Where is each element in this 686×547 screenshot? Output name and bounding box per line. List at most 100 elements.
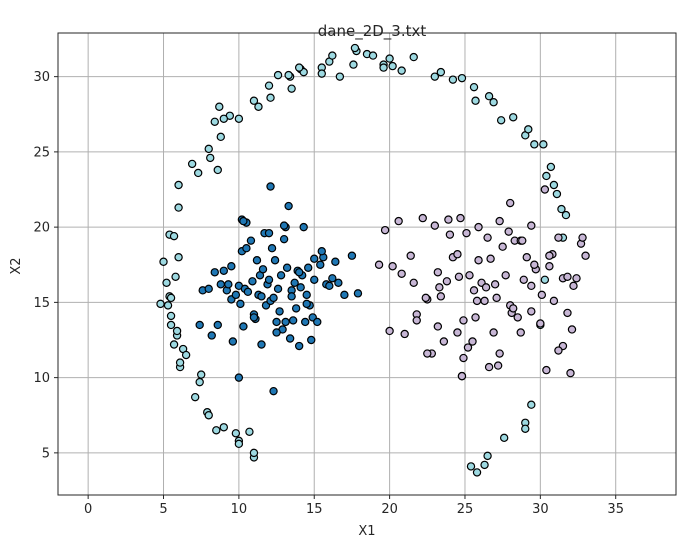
data-point — [563, 272, 572, 281]
data-point — [288, 316, 298, 325]
x-axis-ticks: 0 5 10 15 20 25 30 35 — [84, 495, 624, 517]
data-point — [495, 349, 504, 358]
data-point — [169, 340, 179, 349]
data-point — [193, 168, 203, 178]
data-point — [213, 320, 222, 330]
data-point — [483, 451, 492, 461]
data-point — [275, 307, 284, 316]
data-point — [156, 299, 165, 309]
data-point — [545, 251, 554, 260]
data-point — [418, 213, 427, 223]
data-point — [537, 290, 547, 300]
data-point — [219, 114, 229, 123]
data-point — [530, 260, 539, 269]
x-tick-label: 25 — [457, 502, 474, 517]
data-point — [248, 277, 257, 286]
data-point — [195, 377, 204, 387]
data-point — [439, 337, 449, 346]
data-point — [519, 275, 528, 285]
data-point — [489, 98, 498, 107]
data-point — [453, 328, 462, 337]
data-point — [400, 329, 409, 339]
data-point — [388, 61, 397, 71]
data-point — [249, 448, 259, 458]
data-point — [495, 216, 504, 226]
data-point — [527, 400, 536, 409]
data-point — [501, 271, 510, 280]
data-point — [483, 233, 492, 242]
data-point — [484, 362, 494, 372]
series-2 — [195, 182, 363, 396]
data-point — [459, 353, 468, 363]
data-point — [299, 222, 308, 232]
data-point — [474, 222, 483, 232]
data-point — [258, 265, 268, 274]
data-point — [162, 278, 171, 288]
data-point — [272, 317, 281, 327]
data-point — [171, 272, 180, 281]
data-point — [457, 73, 467, 83]
data-point — [513, 313, 522, 322]
data-point — [527, 307, 536, 316]
data-point — [172, 326, 182, 336]
data-point — [388, 262, 397, 271]
data-point — [572, 274, 581, 283]
data-point — [368, 51, 378, 60]
x-tick-label: 20 — [381, 502, 398, 517]
data-point — [557, 204, 566, 214]
data-point — [521, 424, 530, 433]
data-point — [284, 201, 293, 211]
data-point — [267, 243, 277, 253]
data-point — [554, 346, 563, 355]
data-point — [169, 231, 179, 241]
data-point — [504, 227, 513, 236]
data-point — [524, 125, 533, 134]
data-point — [331, 257, 340, 266]
data-point — [542, 365, 551, 375]
data-point — [423, 349, 432, 358]
data-point — [409, 278, 418, 288]
series-1 — [156, 43, 571, 477]
data-point — [549, 180, 559, 190]
y-axis-ticks: 5 10 15 20 25 30 — [33, 70, 58, 461]
data-point — [444, 215, 453, 224]
data-point — [239, 216, 248, 226]
data-point — [231, 429, 241, 438]
grid — [58, 33, 676, 495]
data-point — [463, 343, 473, 352]
data-point — [227, 262, 236, 271]
data-point — [567, 325, 577, 334]
data-point — [578, 233, 587, 242]
data-point — [257, 340, 266, 349]
data-point — [499, 433, 509, 443]
y-tick-label: 5 — [42, 446, 50, 461]
data-point — [213, 165, 222, 175]
data-point — [472, 468, 482, 477]
data-point — [466, 462, 476, 471]
data-point — [325, 281, 334, 291]
data-point — [349, 60, 358, 69]
data-point — [159, 257, 168, 266]
data-point — [492, 293, 501, 303]
data-point — [522, 253, 531, 262]
data-point — [561, 210, 571, 220]
data-point — [469, 82, 479, 92]
data-point — [397, 66, 406, 75]
data-point — [546, 162, 556, 172]
data-point — [453, 250, 462, 259]
data-point — [207, 331, 216, 340]
data-point — [296, 283, 305, 292]
data-point — [493, 361, 503, 370]
data-point — [406, 251, 415, 260]
data-point — [266, 93, 275, 102]
data-point — [412, 316, 421, 325]
data-point — [234, 439, 244, 449]
data-point — [204, 411, 213, 420]
data-point — [206, 153, 215, 163]
data-point — [282, 263, 292, 272]
data-point — [174, 203, 183, 212]
data-point — [231, 290, 241, 300]
data-point — [212, 426, 221, 435]
x-tick-label: 35 — [607, 502, 624, 517]
data-point — [287, 292, 296, 301]
